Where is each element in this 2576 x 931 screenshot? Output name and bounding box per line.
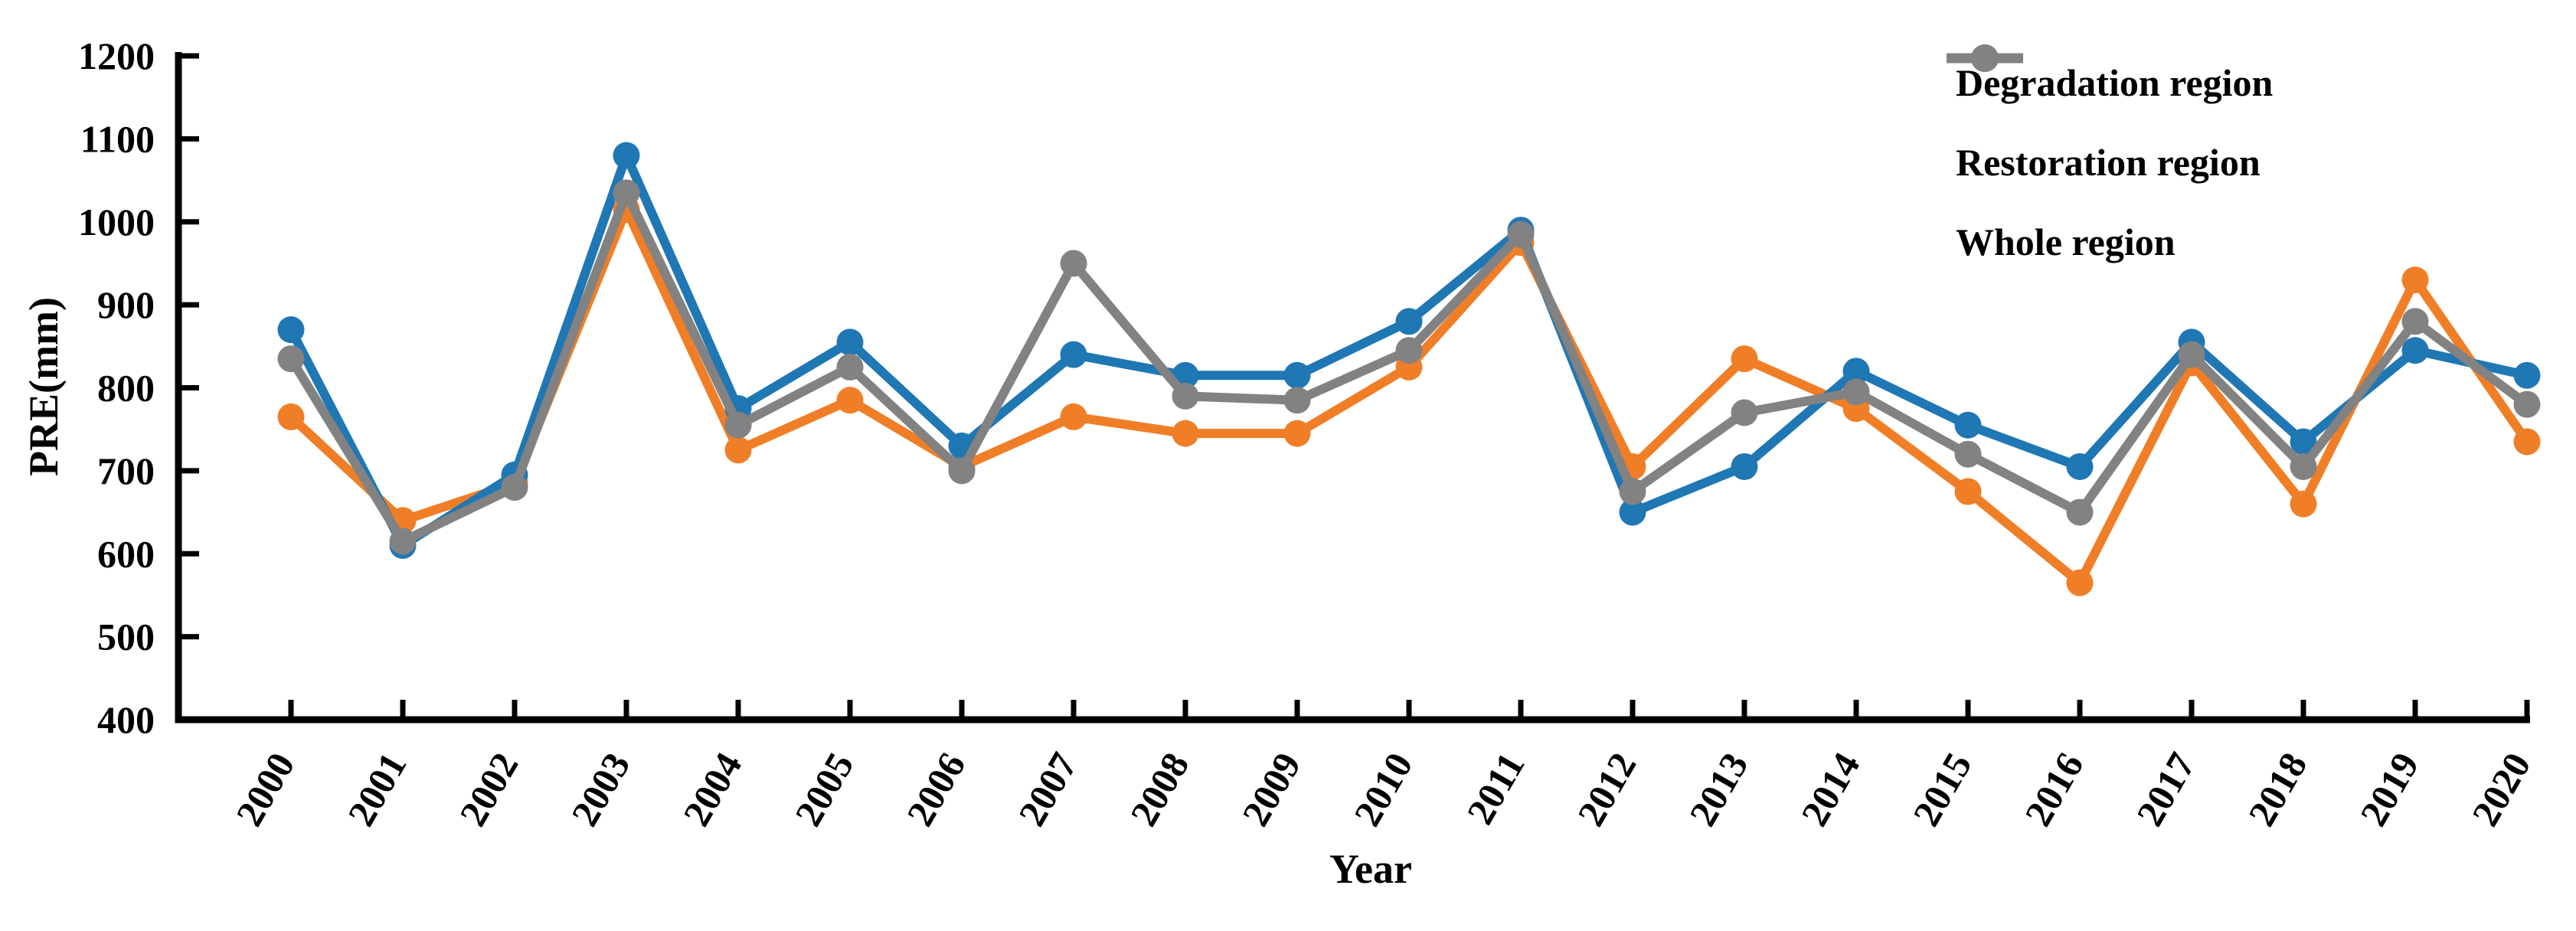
x-tick-label: 2003 — [563, 746, 638, 834]
data-point-whole-region-2005[interactable] — [836, 353, 864, 381]
y-tick-label: 600 — [97, 532, 155, 575]
legend: Degradation region Restoration region Wh… — [1947, 43, 2273, 282]
x-tick-label: 2014 — [1793, 746, 1868, 834]
data-point-whole-region-2007[interactable] — [1060, 250, 1087, 277]
y-tick-label: 700 — [97, 449, 155, 492]
x-tick-label: 2005 — [786, 746, 861, 834]
data-point-restoration-region-2020[interactable] — [2513, 361, 2541, 389]
x-tick-label: 2007 — [1010, 746, 1085, 834]
x-tick-label: 2002 — [451, 746, 526, 834]
x-tick-label: 2010 — [1345, 746, 1420, 834]
data-point-degradation-region-2019[interactable] — [2401, 266, 2429, 294]
legend-label-restoration-region: Restoration region — [1956, 141, 2261, 184]
data-point-degradation-region-2007[interactable] — [1060, 403, 1087, 430]
data-point-whole-region-2008[interactable] — [1172, 382, 1199, 410]
x-tick-label: 2013 — [1681, 746, 1756, 834]
data-point-degradation-region-2018[interactable] — [2290, 490, 2317, 518]
x-tick-label: 2001 — [339, 746, 414, 834]
data-point-restoration-region-2015[interactable] — [1954, 411, 1982, 439]
data-point-restoration-region-2000[interactable] — [277, 316, 305, 344]
x-tick-label: 2017 — [2128, 746, 2203, 834]
y-tick-label: 1100 — [80, 117, 155, 160]
x-tick-label: 2000 — [227, 746, 302, 834]
data-point-whole-region-2014[interactable] — [1842, 378, 1870, 406]
legend-label-whole-region: Whole region — [1956, 220, 2176, 263]
data-point-whole-region-2002[interactable] — [501, 474, 528, 501]
x-tick-label: 2018 — [2240, 746, 2315, 834]
y-tick-label: 500 — [97, 616, 155, 658]
data-point-restoration-region-2014[interactable] — [1842, 358, 1870, 385]
y-tick-label: 900 — [97, 283, 155, 326]
data-point-restoration-region-2016[interactable] — [2066, 452, 2094, 480]
y-tick-label: 400 — [97, 698, 155, 741]
data-point-restoration-region-2009[interactable] — [1283, 361, 1311, 389]
data-point-degradation-region-2016[interactable] — [2066, 569, 2094, 596]
data-point-whole-region-2013[interactable] — [1731, 399, 1758, 426]
x-tick-label: 2016 — [2016, 746, 2091, 834]
data-point-whole-region-2017[interactable] — [2178, 341, 2205, 368]
x-tick-label: 2015 — [1904, 746, 1979, 834]
y-tick-label: 800 — [97, 367, 155, 410]
data-point-whole-region-2019[interactable] — [2401, 308, 2429, 335]
data-point-whole-region-2020[interactable] — [2513, 390, 2541, 418]
data-point-restoration-region-2012[interactable] — [1619, 498, 1646, 526]
y-tick-label: 1000 — [78, 201, 155, 243]
data-point-whole-region-2003[interactable] — [613, 179, 640, 207]
data-point-whole-region-2010[interactable] — [1395, 337, 1423, 364]
legend-marker-whole — [1947, 44, 2023, 72]
x-tick-label: 2011 — [1458, 746, 1532, 831]
y-axis-title: PRE(mm) — [21, 297, 67, 476]
data-point-whole-region-2018[interactable] — [2290, 452, 2317, 480]
data-point-restoration-region-2003[interactable] — [613, 142, 640, 169]
data-point-degradation-region-2013[interactable] — [1731, 345, 1758, 373]
data-point-restoration-region-2007[interactable] — [1060, 341, 1087, 368]
x-tick-label: 2009 — [1234, 746, 1309, 834]
data-point-restoration-region-2005[interactable] — [836, 328, 864, 356]
data-point-whole-region-2012[interactable] — [1619, 478, 1646, 505]
data-point-whole-region-2016[interactable] — [2066, 498, 2094, 526]
data-point-degradation-region-2000[interactable] — [277, 403, 305, 430]
x-tick-label: 2012 — [1569, 746, 1644, 834]
data-point-degradation-region-2005[interactable] — [836, 387, 864, 414]
legend-item-restoration-region[interactable]: Restoration region — [1947, 44, 2273, 202]
data-point-whole-region-2011[interactable] — [1507, 220, 1535, 248]
data-point-whole-region-2006[interactable] — [948, 457, 976, 485]
x-tick-label: 2020 — [2463, 746, 2538, 834]
x-tick-label: 2008 — [1122, 746, 1197, 834]
data-point-whole-region-2001[interactable] — [389, 528, 417, 555]
data-point-degradation-region-2020[interactable] — [2513, 428, 2541, 456]
x-tick-label: 2006 — [898, 746, 973, 834]
legend-item-whole-region[interactable]: Whole region — [1947, 44, 2273, 282]
data-point-restoration-region-2019[interactable] — [2401, 337, 2429, 364]
data-point-whole-region-2015[interactable] — [1954, 440, 1982, 468]
data-point-degradation-region-2015[interactable] — [1954, 478, 1982, 505]
data-point-restoration-region-2010[interactable] — [1395, 308, 1423, 335]
data-point-restoration-region-2018[interactable] — [2290, 428, 2317, 456]
data-point-degradation-region-2004[interactable] — [724, 436, 752, 464]
data-point-whole-region-2004[interactable] — [724, 411, 752, 439]
legend-label-degradation-region: Degradation region — [1956, 61, 2274, 104]
x-axis-title: Year — [1329, 846, 1412, 892]
y-tick-label: 1200 — [78, 34, 155, 77]
data-point-degradation-region-2009[interactable] — [1283, 420, 1311, 447]
data-point-degradation-region-2008[interactable] — [1172, 420, 1199, 447]
data-point-whole-region-2000[interactable] — [277, 345, 305, 373]
x-tick-label: 2019 — [2352, 746, 2427, 834]
data-point-whole-region-2009[interactable] — [1283, 387, 1311, 414]
data-point-restoration-region-2013[interactable] — [1731, 452, 1758, 480]
x-tick-label: 2004 — [675, 746, 750, 834]
